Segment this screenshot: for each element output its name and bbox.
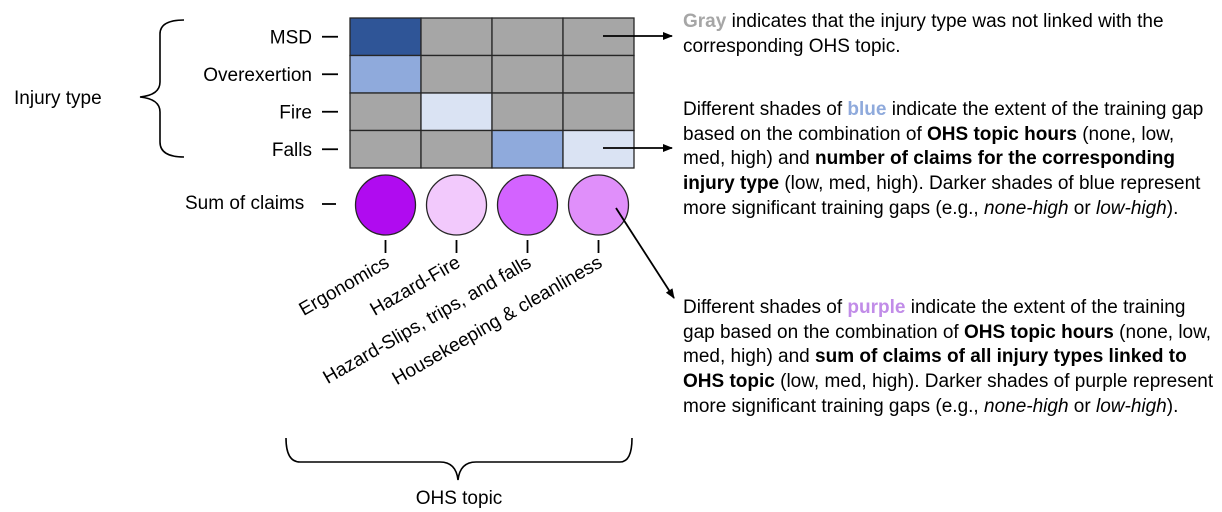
heatmap-grid [349, 17, 635, 169]
purple-note-mid2: (none, low, med, high) and [683, 321, 1212, 368]
gray-note-text: indicates that the injury type was not l… [683, 11, 1164, 57]
row-label-falls: Falls [272, 140, 312, 161]
purple-note-ex1: none-high [984, 395, 1069, 417]
heatmap-cell-overexertion-hazard-fire [420, 54, 493, 94]
blue-note-mid1: indicate the extent of the training gap … [683, 99, 1204, 145]
purple-note-bold1: OHS topic hours [963, 321, 1114, 343]
ohs-topic-label: OHS topic [416, 488, 503, 509]
row-label-overexertion: Overexertion [203, 65, 312, 86]
claims-circle-hazard-slips-trips-and-falls [496, 174, 559, 236]
heatmap-cell-overexertion-hazard-slips-trips-and-falls [491, 54, 564, 94]
ohs-topic-brace [285, 437, 633, 481]
blue-note-ex1: none-high [984, 197, 1069, 219]
purple-note-end: ). [1166, 395, 1179, 417]
blue-note-end: ). [1166, 197, 1179, 219]
heatmap-cell-fire-hazard-fire [420, 92, 493, 132]
injury-type-brace [139, 19, 185, 158]
row-label-msd: MSD [270, 27, 312, 48]
sum-of-claims-label: Sum of claims [185, 193, 304, 214]
blue-note: Different shades of blue indicate the ex… [683, 98, 1218, 222]
gray-keyword: Gray [683, 11, 727, 32]
purple-note-ex2: low-high [1095, 395, 1167, 417]
row-ticks [322, 35, 338, 151]
purple-note-mid1: indicate the extent of the training gap … [683, 297, 1186, 343]
column-ticks [384, 240, 600, 253]
heatmap-cell-falls-housekeeping-cleanliness [562, 129, 635, 169]
purple-note-intro: Different shades of [683, 297, 848, 318]
heatmap-cell-fire-housekeeping-cleanliness [562, 92, 635, 132]
purple-note-bold2: sum of claims of all injury types linked… [683, 346, 1187, 393]
row-labels: MSD Overexertion Fire Falls [203, 27, 312, 161]
claims-circle-ergonomics [354, 174, 417, 236]
blue-note-bold1: OHS topic hours [927, 123, 1077, 145]
heatmap-cell-msd-ergonomics [349, 17, 422, 57]
blue-note-mid2: (none, low, med, high) and [683, 123, 1175, 170]
purple-note: Different shades of purple indicate the … [683, 296, 1218, 420]
blue-note-mid3: (low, med, high). Darker shades of blue … [683, 173, 1201, 219]
heatmap-cell-msd-hazard-fire [420, 17, 493, 57]
purple-keyword: purple [847, 297, 906, 318]
blue-note-or: or [1068, 197, 1096, 219]
claims-circle-housekeeping-cleanliness [567, 174, 630, 236]
blue-note-intro: Different shades of [683, 99, 848, 120]
heatmap-cell-falls-hazard-slips-trips-and-falls [491, 129, 564, 169]
heatmap-cell-fire-hazard-slips-trips-and-falls [491, 92, 564, 132]
blue-keyword: blue [847, 99, 887, 120]
purple-note-or: or [1068, 395, 1096, 417]
heatmap-cell-msd-hazard-slips-trips-and-falls [491, 17, 564, 57]
heatmap-cell-fire-ergonomics [349, 92, 422, 132]
blue-note-bold2: number of claims for the corresponding i… [683, 148, 1176, 195]
heatmap-cell-falls-hazard-fire [420, 129, 493, 169]
gray-note: Gray indicates that the injury type was … [683, 10, 1218, 59]
heatmap-cell-overexertion-ergonomics [349, 54, 422, 94]
purple-note-arrow [615, 207, 675, 299]
injury-type-label: Injury type [14, 88, 102, 109]
sum-of-claims-circles [354, 174, 630, 236]
blue-note-ex2: low-high [1095, 197, 1167, 219]
purple-note-mid3: (low, med, high). Darker shades of purpl… [683, 371, 1214, 417]
row-label-fire: Fire [279, 102, 312, 123]
heatmap-cell-falls-ergonomics [349, 129, 422, 169]
claims-circle-hazard-fire [425, 174, 488, 236]
heatmap-cell-overexertion-housekeeping-cleanliness [562, 54, 635, 94]
